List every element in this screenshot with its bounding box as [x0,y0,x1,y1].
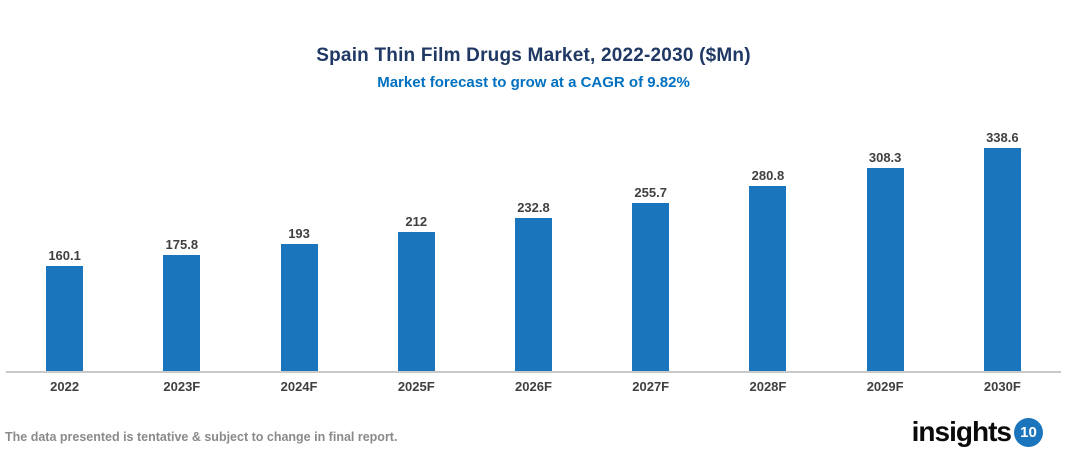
bar-value-label-2026F: 232.8 [517,200,550,215]
bar-group-2029F: 308.3 [827,150,944,371]
bar-group-2026F: 232.8 [475,200,592,371]
bar-value-label-2023F: 175.8 [165,237,199,252]
x-axis-label-2026F: 2026F [515,379,552,394]
chart-subtitle: Market forecast to grow at a CAGR of 9.8… [377,74,690,91]
bar-group-2025F: 212 [358,214,475,371]
bar-value-label-2027F: 255.7 [634,185,667,200]
bar-2023F [163,255,201,371]
bar-2028F [749,186,787,371]
bar-2026F [514,218,552,371]
bar-value-label-2029F: 308.3 [868,150,902,165]
bar-2024F [280,244,318,371]
disclaimer-text: The data presented is tentative & subjec… [5,430,398,444]
x-axis-label-2022: 2022 [50,379,80,394]
bar-value-label-2028F: 280.8 [751,168,785,183]
x-axis-label-2029F: 2029F [866,379,904,394]
bar-2029F [866,168,904,371]
bar-group-2024F: 193 [240,226,357,371]
bar-group-2030F: 338.6 [944,130,1061,371]
bar-2027F [632,203,670,371]
bar-value-label-2024F: 193 [288,226,310,241]
bar-group-2022: 160.1 [6,248,123,371]
x-axis-label-2023F: 2023F [163,379,201,394]
bar-chart-plot: 160.1 175.8 193 212 232.8 255.7 280.8 308.3 338.… [6,120,1061,373]
logo-badge-10: 10 [1014,417,1043,447]
x-axis-label-2024F: 2024F [280,379,318,394]
bar-value-label-2030F: 338.6 [986,130,1019,145]
x-axis-label-2025F: 2025F [397,379,435,394]
footer: The data presented is tentative & subjec… [0,417,1067,454]
bar-2025F [397,232,435,371]
chart-title: Spain Thin Film Drugs Market, 2022-2030 … [316,45,751,66]
bar-2030F [983,148,1021,371]
insights10-logo: insights 10 [912,417,1043,447]
bar-value-label-2022: 160.1 [48,248,81,263]
bar-value-label-2025F: 212 [405,214,428,229]
x-axis-label-2030F: 2030F [983,379,1021,394]
bar-group-2023F: 175.8 [123,237,240,371]
x-axis-label-2028F: 2028F [749,379,787,394]
x-axis-label-2027F: 2027F [632,379,670,394]
logo-text: insights [911,416,1012,447]
bar-group-2027F: 255.7 [592,185,709,371]
x-axis-labels: 2022 2023F 2024F 2025F 2026F 2027F 2028F 2029F 2… [6,373,1061,394]
bar-group-2028F: 280.8 [709,168,826,371]
bar-2022 [46,266,84,371]
